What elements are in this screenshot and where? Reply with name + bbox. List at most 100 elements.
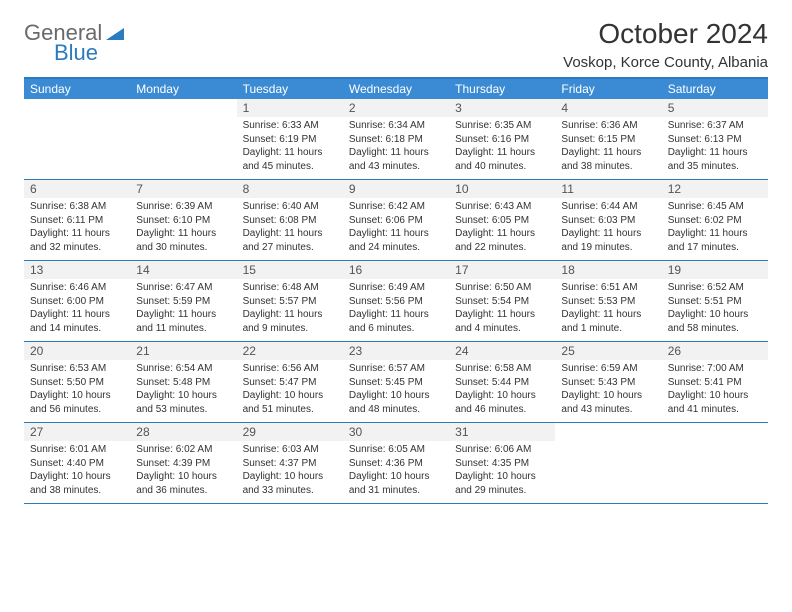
day-header: Friday — [555, 79, 661, 99]
day-text: Sunrise: 6:34 AMSunset: 6:18 PMDaylight:… — [343, 117, 449, 179]
sunrise-text: Sunrise: 6:02 AM — [136, 443, 230, 457]
day-text: Sunrise: 6:43 AMSunset: 6:05 PMDaylight:… — [449, 198, 555, 260]
daylight-text: Daylight: 10 hours and 46 minutes. — [455, 389, 549, 416]
day-cell: 30Sunrise: 6:05 AMSunset: 4:36 PMDayligh… — [343, 423, 449, 503]
day-number: 24 — [449, 342, 555, 360]
day-number: 31 — [449, 423, 555, 441]
day-cell: 22Sunrise: 6:56 AMSunset: 5:47 PMDayligh… — [237, 342, 343, 422]
sunset-text: Sunset: 6:00 PM — [30, 295, 124, 309]
day-text: Sunrise: 6:44 AMSunset: 6:03 PMDaylight:… — [555, 198, 661, 260]
sunset-text: Sunset: 6:05 PM — [455, 214, 549, 228]
day-text: Sunrise: 6:36 AMSunset: 6:15 PMDaylight:… — [555, 117, 661, 179]
day-cell: 17Sunrise: 6:50 AMSunset: 5:54 PMDayligh… — [449, 261, 555, 341]
sunrise-text: Sunrise: 6:46 AM — [30, 281, 124, 295]
day-number: 2 — [343, 99, 449, 117]
location: Voskop, Korce County, Albania — [563, 54, 768, 71]
day-text: Sunrise: 6:39 AMSunset: 6:10 PMDaylight:… — [130, 198, 236, 260]
day-cell: 31Sunrise: 6:06 AMSunset: 4:35 PMDayligh… — [449, 423, 555, 503]
day-header: Monday — [130, 79, 236, 99]
sunrise-text: Sunrise: 6:35 AM — [455, 119, 549, 133]
sunset-text: Sunset: 4:39 PM — [136, 457, 230, 471]
day-cell: 20Sunrise: 6:53 AMSunset: 5:50 PMDayligh… — [24, 342, 130, 422]
sunset-text: Sunset: 6:03 PM — [561, 214, 655, 228]
day-cell: 1Sunrise: 6:33 AMSunset: 6:19 PMDaylight… — [237, 99, 343, 179]
sunrise-text: Sunrise: 6:51 AM — [561, 281, 655, 295]
sunset-text: Sunset: 5:45 PM — [349, 376, 443, 390]
daylight-text: Daylight: 11 hours and 40 minutes. — [455, 146, 549, 173]
sunrise-text: Sunrise: 6:05 AM — [349, 443, 443, 457]
day-number: 25 — [555, 342, 661, 360]
day-number: 7 — [130, 180, 236, 198]
daylight-text: Daylight: 11 hours and 1 minute. — [561, 308, 655, 335]
sunrise-text: Sunrise: 6:54 AM — [136, 362, 230, 376]
sunrise-text: Sunrise: 6:59 AM — [561, 362, 655, 376]
day-cell: 9Sunrise: 6:42 AMSunset: 6:06 PMDaylight… — [343, 180, 449, 260]
daylight-text: Daylight: 11 hours and 24 minutes. — [349, 227, 443, 254]
day-text: Sunrise: 6:33 AMSunset: 6:19 PMDaylight:… — [237, 117, 343, 179]
sunset-text: Sunset: 5:44 PM — [455, 376, 549, 390]
day-number: 1 — [237, 99, 343, 117]
day-number: 9 — [343, 180, 449, 198]
day-number: 6 — [24, 180, 130, 198]
week-row: 13Sunrise: 6:46 AMSunset: 6:00 PMDayligh… — [24, 261, 768, 342]
day-header: Thursday — [449, 79, 555, 99]
day-header: Wednesday — [343, 79, 449, 99]
day-number: 16 — [343, 261, 449, 279]
day-text: Sunrise: 6:57 AMSunset: 5:45 PMDaylight:… — [343, 360, 449, 422]
sunrise-text: Sunrise: 6:45 AM — [668, 200, 762, 214]
sunrise-text: Sunrise: 6:44 AM — [561, 200, 655, 214]
day-text: Sunrise: 7:00 AMSunset: 5:41 PMDaylight:… — [662, 360, 768, 422]
day-number: 17 — [449, 261, 555, 279]
day-cell — [24, 99, 130, 179]
sunrise-text: Sunrise: 6:06 AM — [455, 443, 549, 457]
sunset-text: Sunset: 5:43 PM — [561, 376, 655, 390]
day-number: 26 — [662, 342, 768, 360]
daylight-text: Daylight: 10 hours and 56 minutes. — [30, 389, 124, 416]
daylight-text: Daylight: 10 hours and 31 minutes. — [349, 470, 443, 497]
day-cell: 12Sunrise: 6:45 AMSunset: 6:02 PMDayligh… — [662, 180, 768, 260]
daylight-text: Daylight: 10 hours and 51 minutes. — [243, 389, 337, 416]
day-text: Sunrise: 6:01 AMSunset: 4:40 PMDaylight:… — [24, 441, 130, 503]
day-text: Sunrise: 6:35 AMSunset: 6:16 PMDaylight:… — [449, 117, 555, 179]
day-cell: 14Sunrise: 6:47 AMSunset: 5:59 PMDayligh… — [130, 261, 236, 341]
day-cell — [662, 423, 768, 503]
day-text: Sunrise: 6:45 AMSunset: 6:02 PMDaylight:… — [662, 198, 768, 260]
day-number: 19 — [662, 261, 768, 279]
day-cell: 23Sunrise: 6:57 AMSunset: 5:45 PMDayligh… — [343, 342, 449, 422]
sunset-text: Sunset: 6:10 PM — [136, 214, 230, 228]
sunset-text: Sunset: 5:41 PM — [668, 376, 762, 390]
sunrise-text: Sunrise: 6:33 AM — [243, 119, 337, 133]
day-text: Sunrise: 6:38 AMSunset: 6:11 PMDaylight:… — [24, 198, 130, 260]
daylight-text: Daylight: 10 hours and 53 minutes. — [136, 389, 230, 416]
sunrise-text: Sunrise: 6:40 AM — [243, 200, 337, 214]
daylight-text: Daylight: 10 hours and 41 minutes. — [668, 389, 762, 416]
day-cell: 16Sunrise: 6:49 AMSunset: 5:56 PMDayligh… — [343, 261, 449, 341]
day-cell: 11Sunrise: 6:44 AMSunset: 6:03 PMDayligh… — [555, 180, 661, 260]
week-row: 1Sunrise: 6:33 AMSunset: 6:19 PMDaylight… — [24, 99, 768, 180]
day-number: 23 — [343, 342, 449, 360]
sunrise-text: Sunrise: 6:42 AM — [349, 200, 443, 214]
daylight-text: Daylight: 11 hours and 38 minutes. — [561, 146, 655, 173]
daylight-text: Daylight: 11 hours and 27 minutes. — [243, 227, 337, 254]
day-text: Sunrise: 6:37 AMSunset: 6:13 PMDaylight:… — [662, 117, 768, 179]
day-number: 15 — [237, 261, 343, 279]
sunset-text: Sunset: 5:54 PM — [455, 295, 549, 309]
day-number: 30 — [343, 423, 449, 441]
day-text: Sunrise: 6:52 AMSunset: 5:51 PMDaylight:… — [662, 279, 768, 341]
day-cell: 2Sunrise: 6:34 AMSunset: 6:18 PMDaylight… — [343, 99, 449, 179]
daylight-text: Daylight: 11 hours and 43 minutes. — [349, 146, 443, 173]
day-text: Sunrise: 6:42 AMSunset: 6:06 PMDaylight:… — [343, 198, 449, 260]
header: General Blue October 2024 Voskop, Korce … — [24, 18, 768, 71]
sunrise-text: Sunrise: 7:00 AM — [668, 362, 762, 376]
sunrise-text: Sunrise: 6:48 AM — [243, 281, 337, 295]
daylight-text: Daylight: 11 hours and 35 minutes. — [668, 146, 762, 173]
day-text: Sunrise: 6:58 AMSunset: 5:44 PMDaylight:… — [449, 360, 555, 422]
sunset-text: Sunset: 6:16 PM — [455, 133, 549, 147]
day-cell: 18Sunrise: 6:51 AMSunset: 5:53 PMDayligh… — [555, 261, 661, 341]
day-cell: 5Sunrise: 6:37 AMSunset: 6:13 PMDaylight… — [662, 99, 768, 179]
sunset-text: Sunset: 6:06 PM — [349, 214, 443, 228]
sunrise-text: Sunrise: 6:53 AM — [30, 362, 124, 376]
day-cell: 19Sunrise: 6:52 AMSunset: 5:51 PMDayligh… — [662, 261, 768, 341]
sunset-text: Sunset: 6:13 PM — [668, 133, 762, 147]
day-number: 8 — [237, 180, 343, 198]
